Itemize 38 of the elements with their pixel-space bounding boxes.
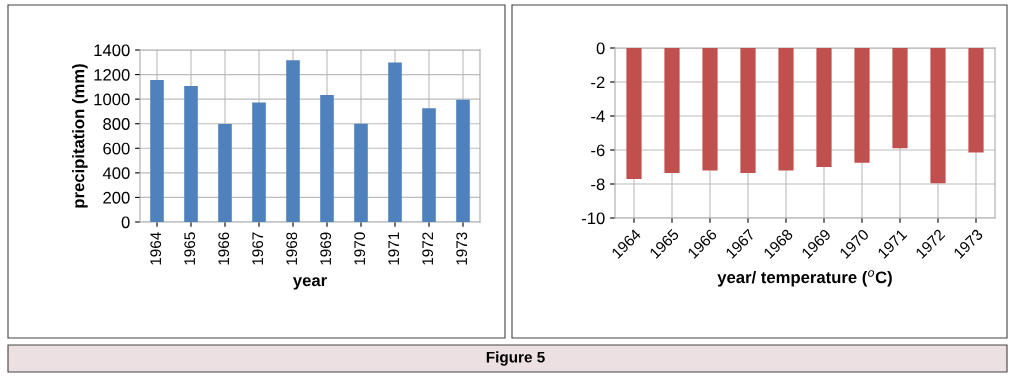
bar (218, 124, 232, 222)
y-tick-label: 600 (103, 142, 130, 155)
y-axis-title: precipitation (mm) (72, 64, 88, 208)
bar (456, 99, 470, 222)
y-tick-label: -2 (591, 76, 605, 89)
y-tick-label: -4 (591, 110, 605, 123)
bar (184, 86, 198, 222)
y-tick-label: 1400 (94, 44, 130, 57)
bar (150, 80, 164, 222)
x-axis-title: year/ temperature ($^{o}$C) (717, 270, 892, 287)
y-tick-label: 800 (103, 118, 130, 130)
y-tick-label: 400 (102, 167, 130, 180)
x-tick-label: 1964 (150, 232, 162, 265)
x-tick-label: 1965 (184, 232, 196, 265)
bar (388, 62, 402, 222)
bar (320, 94, 334, 222)
y-tick-label: 1000 (94, 93, 130, 106)
caption: Figure 5 (486, 351, 545, 366)
y-tick-label: -10 (581, 212, 605, 225)
bar (354, 123, 368, 222)
x-tick-label: 1969 (320, 232, 332, 265)
x-tick-label: 1971 (388, 232, 400, 265)
x-tick-label: 1968 (286, 232, 298, 265)
x-tick-label: 1973 (456, 232, 468, 265)
bar (252, 102, 266, 222)
y-tick-label: 0 (596, 42, 605, 55)
y-tick-label: 1200 (94, 68, 130, 81)
x-tick-label: 1970 (354, 232, 366, 265)
y-tick-label: -6 (591, 144, 605, 157)
x-tick-label: 1972 (422, 232, 434, 265)
y-tick-label: 0 (121, 216, 130, 229)
x-tick-label: 1967 (252, 232, 264, 265)
x-axis-title: year (292, 277, 327, 290)
bar (422, 108, 436, 222)
y-tick-label: -8 (591, 178, 605, 191)
x-tick-label: 1966 (218, 232, 230, 265)
y-tick-label: 200 (103, 191, 130, 204)
bar (286, 60, 300, 222)
